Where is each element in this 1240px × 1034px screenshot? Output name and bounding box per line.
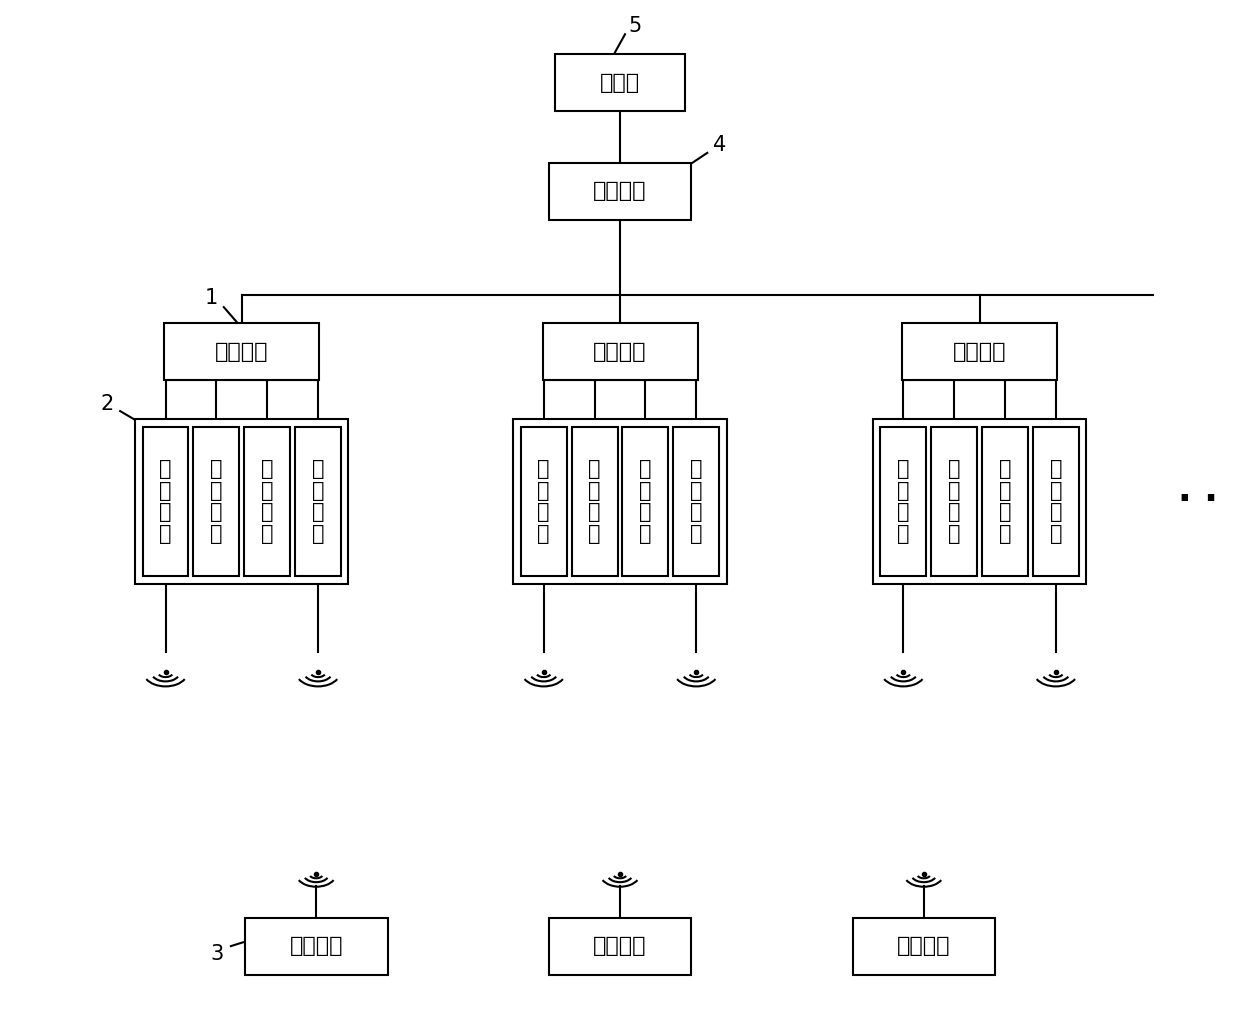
FancyBboxPatch shape (572, 426, 618, 577)
Text: 从
锚
节
点: 从 锚 节 点 (537, 459, 551, 544)
Text: 从
锚
节
点: 从 锚 节 点 (1049, 459, 1063, 544)
FancyBboxPatch shape (543, 323, 697, 379)
Text: 从
锚
节
点: 从 锚 节 点 (947, 459, 961, 544)
FancyBboxPatch shape (622, 426, 668, 577)
Text: 主锚节点: 主锚节点 (952, 341, 1007, 362)
Text: 从
锚
节
点: 从 锚 节 点 (159, 459, 172, 544)
FancyBboxPatch shape (880, 426, 926, 577)
Text: 从
锚
节
点: 从 锚 节 点 (897, 459, 910, 544)
Text: 从
锚
节
点: 从 锚 节 点 (210, 459, 223, 544)
FancyBboxPatch shape (549, 162, 692, 220)
Text: 从
锚
节
点: 从 锚 节 点 (689, 459, 703, 544)
FancyBboxPatch shape (244, 426, 290, 577)
FancyBboxPatch shape (549, 918, 692, 974)
Text: 定位标签: 定位标签 (897, 936, 951, 956)
Text: 数据网关: 数据网关 (593, 181, 647, 202)
FancyBboxPatch shape (1033, 426, 1079, 577)
FancyBboxPatch shape (143, 426, 188, 577)
Text: 定位标签: 定位标签 (289, 936, 343, 956)
Text: 从
锚
节
点: 从 锚 节 点 (998, 459, 1012, 544)
FancyBboxPatch shape (513, 419, 727, 584)
FancyBboxPatch shape (193, 426, 239, 577)
Text: 定位标签: 定位标签 (593, 936, 647, 956)
FancyBboxPatch shape (853, 918, 994, 974)
Text: 3: 3 (211, 944, 223, 964)
FancyBboxPatch shape (903, 323, 1056, 379)
FancyBboxPatch shape (982, 426, 1028, 577)
Text: 从
锚
节
点: 从 锚 节 点 (588, 459, 601, 544)
FancyBboxPatch shape (164, 323, 320, 379)
Text: 从
锚
节
点: 从 锚 节 点 (311, 459, 325, 544)
FancyBboxPatch shape (244, 918, 387, 974)
FancyBboxPatch shape (673, 426, 719, 577)
Text: . .: . . (1178, 475, 1218, 509)
Text: 1: 1 (205, 288, 218, 308)
Text: 2: 2 (100, 394, 114, 414)
Text: 4: 4 (713, 134, 725, 155)
Text: 主锚节点: 主锚节点 (215, 341, 269, 362)
FancyBboxPatch shape (295, 426, 341, 577)
Text: 从
锚
节
点: 从 锚 节 点 (639, 459, 652, 544)
FancyBboxPatch shape (931, 426, 977, 577)
Text: 5: 5 (629, 17, 641, 36)
FancyBboxPatch shape (135, 419, 348, 584)
Text: 服务器: 服务器 (600, 72, 640, 93)
Text: 主锚节点: 主锚节点 (593, 341, 647, 362)
FancyBboxPatch shape (521, 426, 567, 577)
Text: 从
锚
节
点: 从 锚 节 点 (260, 459, 274, 544)
FancyBboxPatch shape (873, 419, 1086, 584)
FancyBboxPatch shape (556, 54, 684, 111)
